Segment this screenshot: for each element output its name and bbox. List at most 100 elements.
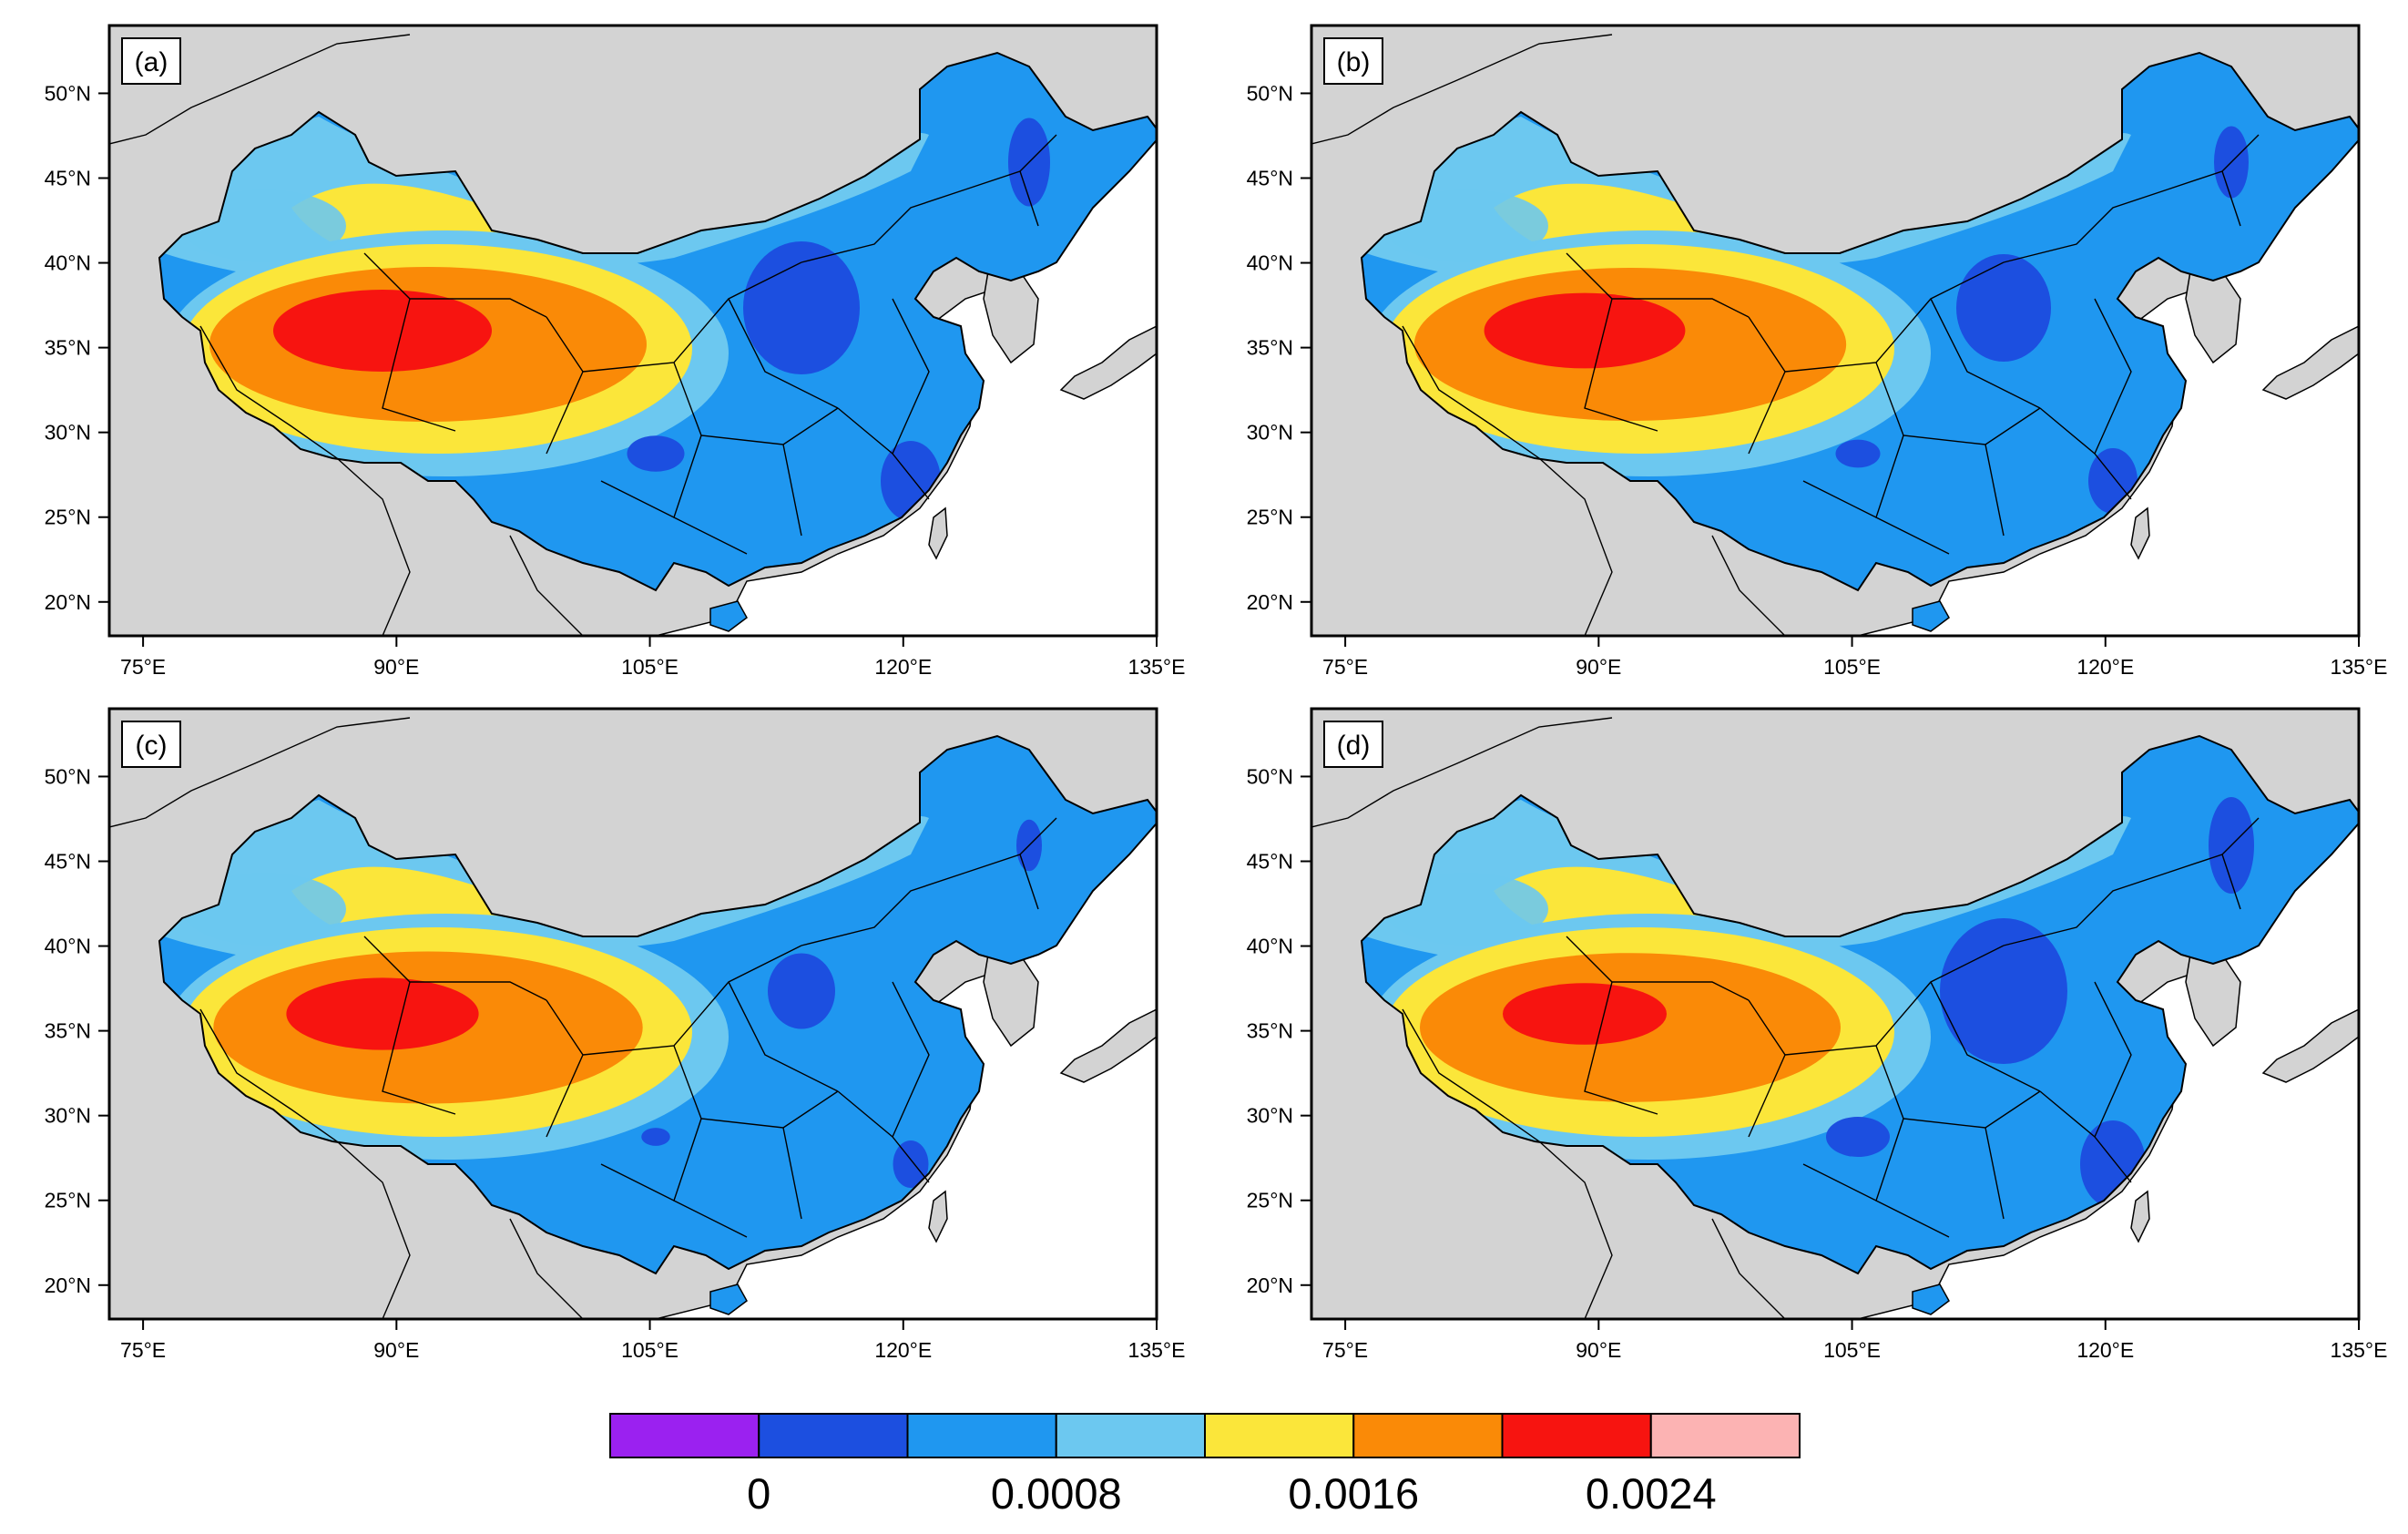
colorbar-label: 0.0016 [1288,1469,1419,1518]
province-border [1019,854,1039,910]
lat-tick-label: 25°N [1247,506,1293,529]
country-border [109,717,411,828]
lat-tick-label: 30°N [1247,421,1293,445]
lat-tick-label: 25°N [45,1189,91,1212]
map-panel-a: (a) 75°E 90°E 105°E 120°E 135°E 20°N 25°N 30°N 35… [45,24,1186,679]
province-border [2094,981,2132,1138]
colorbar-segment [1649,1413,1801,1458]
map-frame [107,707,1158,1321]
panel-label-text: (a) [135,47,168,77]
country-border [109,34,411,145]
map-panel-c: (c) 75°E 90°E 105°E 120°E 135°E 20°N 25°N 30°N 35… [45,707,1185,1362]
taiwan-landmass [2130,1190,2150,1243]
lon-tick-label: 120°E [2076,1338,2134,1362]
panel-label-text: (d) [1337,731,1371,761]
map-frame [1310,707,2361,1321]
province-border [782,1127,802,1220]
colorbar-label: 0.0008 [991,1469,1122,1518]
lat-tick-label: 35°N [1247,336,1293,360]
colorbar-segment [1055,1413,1206,1458]
lat-tick-label: 40°N [1247,251,1293,275]
province-border [582,945,802,1056]
east-dark-blue-4 [641,1128,670,1146]
hainan-island [709,600,748,632]
lat-tick-label: 25°N [45,506,91,529]
province-border [801,872,966,946]
lat-tick-label: 30°N [45,1104,91,1128]
province-border [2094,298,2132,455]
map-area [1311,26,2359,636]
province-border [1875,1045,2041,1129]
east-dark-blue-2 [893,1140,929,1188]
lon-tick-label: 75°E [1322,655,1368,679]
lat-tick-label: 45°N [1247,167,1293,190]
province-border [1784,261,2005,373]
lon-tick-label: 90°E [1576,655,1621,679]
panel-label-text: (c) [136,731,168,761]
province-border [363,936,547,1001]
province-border [2221,170,2241,227]
plateau-red-core [273,290,492,372]
lon-tick-label: 75°E [120,1338,166,1362]
hainan-island [1912,1283,1950,1315]
province-border [1930,981,2041,1092]
panel-label-text: (b) [1337,47,1371,77]
colorbar: 0 0.0008 0.0016 0.0024 [609,1413,1801,1518]
plateau-red-core [1484,292,1686,369]
lat-tick-label: 40°N [45,251,91,275]
hainan-island [709,1283,748,1315]
lon-tick-label: 105°E [621,1338,679,1362]
province-border [673,1045,839,1129]
colorbar-segment [1204,1413,1355,1458]
province-border [728,981,839,1092]
province-border [1985,444,2005,537]
province-border [1802,1163,1877,1202]
country-border [509,535,584,636]
map-area [109,709,1157,1319]
lat-tick-label: 20°N [1247,1273,1293,1297]
lat-tick-label: 50°N [45,764,91,788]
map-area [1311,709,2359,1319]
lon-tick-label: 105°E [1823,1338,1881,1362]
lat-tick-label: 35°N [1247,1019,1293,1043]
lat-tick-label: 35°N [45,336,91,360]
colorbar-segment [758,1413,909,1458]
province-border [582,261,802,373]
province-border [728,298,839,409]
province-border [363,252,547,318]
east-dark-blue-4 [627,435,685,472]
map-area [109,26,1157,636]
lat-tick-label: 40°N [1247,935,1293,958]
province-border [1985,1127,2005,1220]
lat-tick-label: 20°N [1247,590,1293,614]
province-border [782,444,802,537]
country-border [199,325,411,636]
lon-tick-label: 105°E [621,655,679,679]
colorbar-segment [1352,1413,1504,1458]
country-border [1402,1008,1613,1319]
east-dark-blue-1 [743,241,860,374]
lat-tick-label: 50°N [1247,81,1293,105]
province-border [1019,170,1039,227]
province-border [600,1163,675,1202]
lat-tick-label: 45°N [45,850,91,874]
panel-label-box [121,721,181,768]
lon-tick-label: 135°E [2331,655,2388,679]
map-frame [1310,24,2361,638]
lat-tick-label: 40°N [45,935,91,958]
lon-tick-label: 90°E [373,1338,419,1362]
japan-landmass [1059,325,1157,400]
lat-tick-label: 35°N [45,1019,91,1043]
panel-label-box [1323,721,1383,768]
east-dark-blue-1 [1956,254,2051,362]
country-border [1711,535,1786,636]
country-border [1311,34,1613,145]
taiwan-landmass [928,506,948,560]
lon-tick-label: 135°E [1128,655,1186,679]
colorbar-segment [609,1413,760,1458]
province-border [1584,298,1658,432]
panel-label: (d) [1323,721,1383,768]
taiwan-landmass [928,1190,948,1243]
